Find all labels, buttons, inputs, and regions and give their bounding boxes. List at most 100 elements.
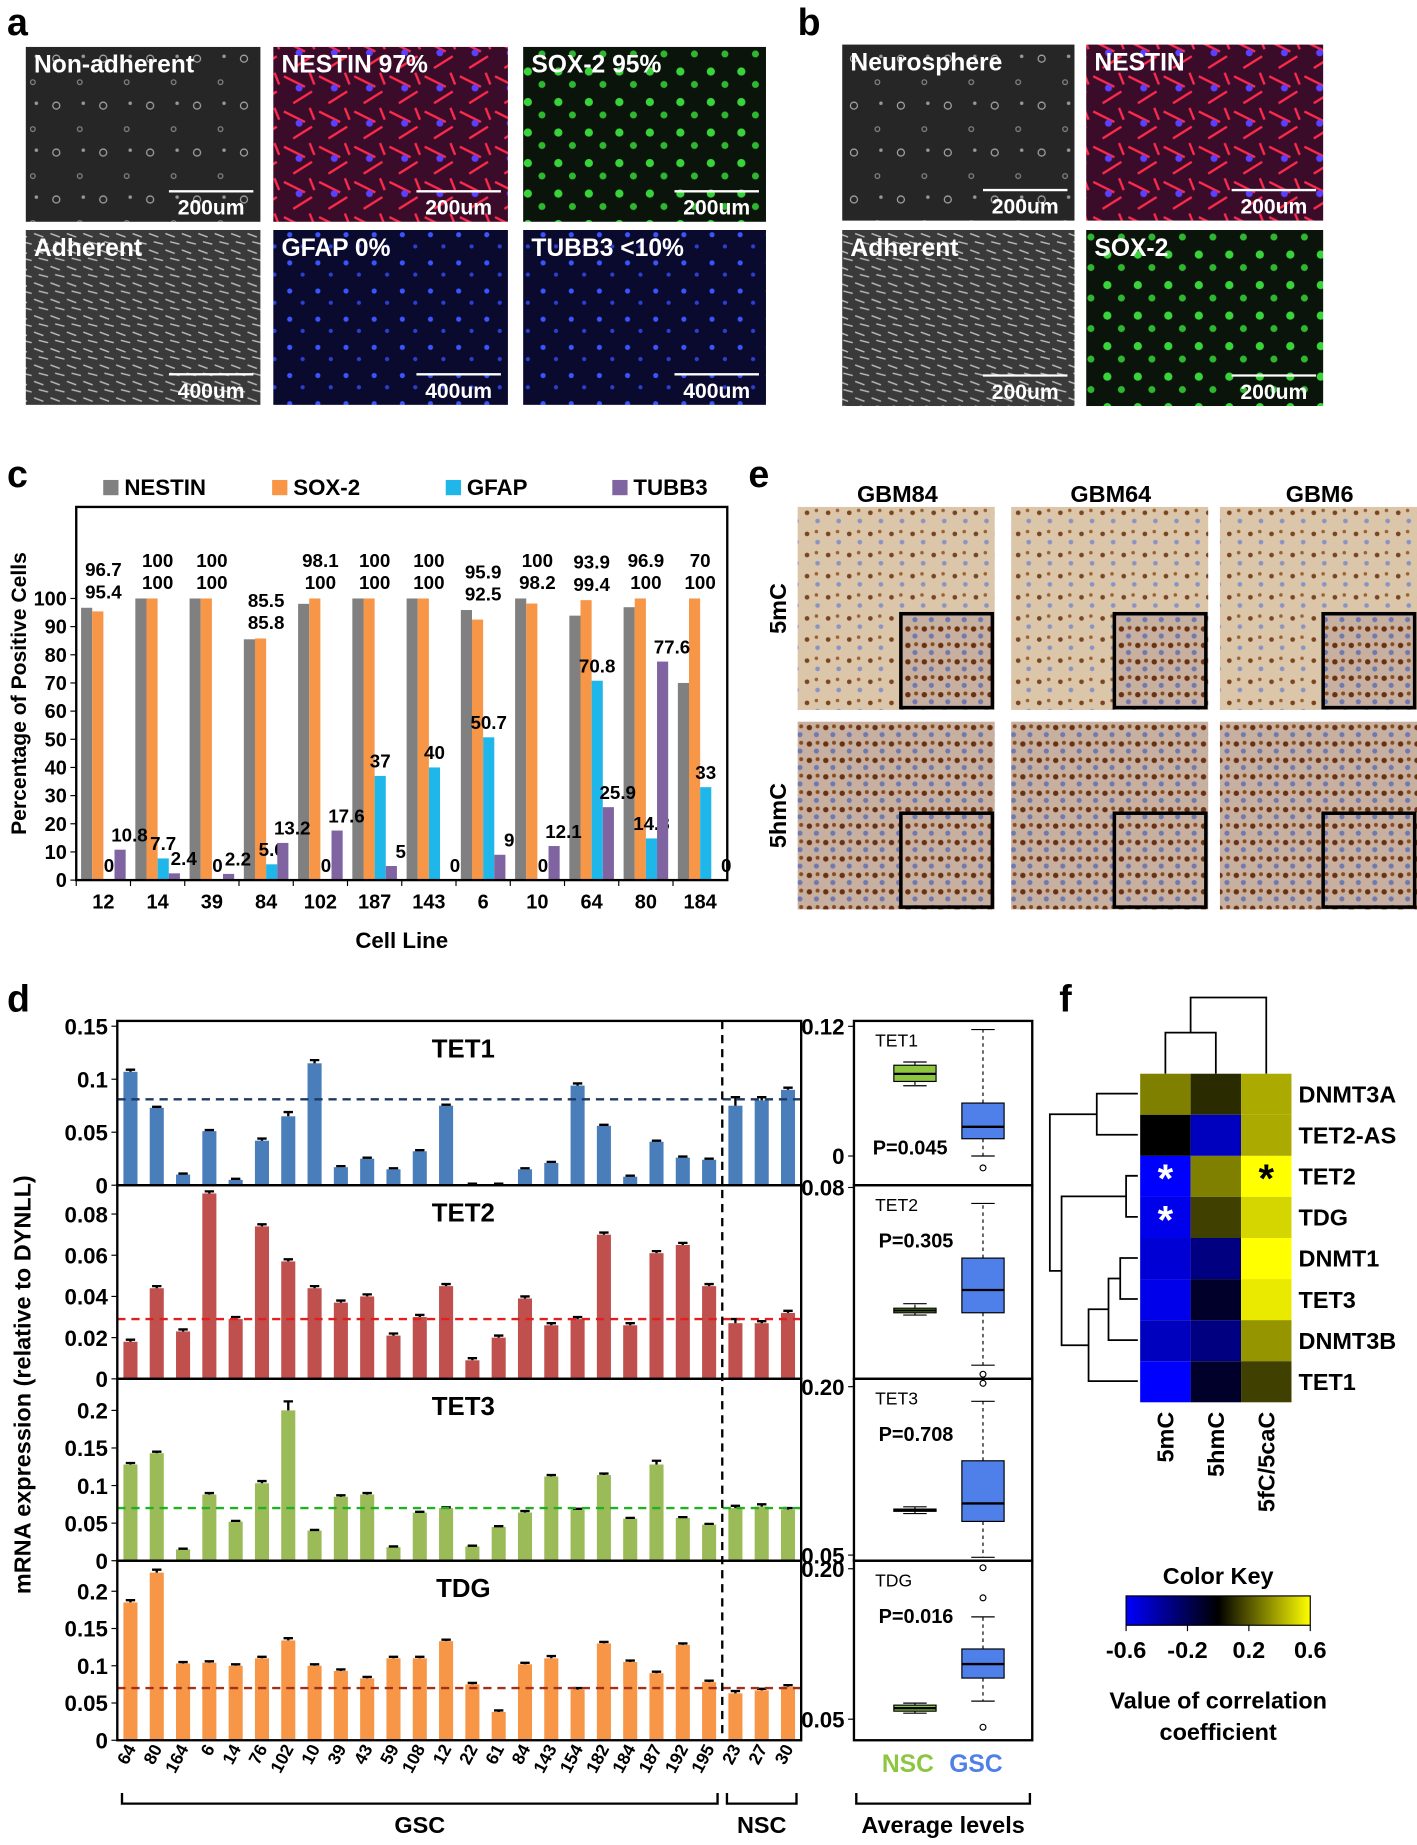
- data-label: 70: [690, 550, 711, 571]
- bar: [623, 607, 635, 881]
- error-bar: [757, 1096, 767, 1101]
- data-label: 17.6: [328, 805, 365, 826]
- heatmap-cell: [1140, 1155, 1191, 1197]
- bar: [412, 1512, 427, 1561]
- bar: [149, 1572, 164, 1741]
- y-tick-label: 0.05: [801, 1707, 844, 1732]
- x-tick-label: 143: [412, 891, 445, 913]
- box-group-label: GSC: [949, 1751, 1003, 1778]
- heatmap-cell: [1241, 1114, 1292, 1156]
- bar: [702, 1682, 717, 1741]
- x-tick-label: 23: [718, 1741, 745, 1768]
- data-label: 93.9: [573, 551, 610, 572]
- inset-box: [1321, 811, 1417, 909]
- x-tick-label: 164: [161, 1741, 193, 1776]
- y-tick-label: 0.2: [77, 1399, 108, 1424]
- error-bar: [520, 1661, 530, 1665]
- y-tick-label: 0: [832, 1144, 844, 1169]
- y-tick-label: 0.06: [65, 1243, 108, 1268]
- group-label: Average levels: [861, 1812, 1024, 1838]
- bar: [360, 1678, 375, 1741]
- x-axis-label: Cell Line: [355, 928, 448, 953]
- data-label: 40: [424, 742, 445, 763]
- row-label: DNMT1: [1299, 1246, 1380, 1272]
- heatmap-cell: [1140, 1073, 1191, 1115]
- bar: [675, 1157, 690, 1186]
- error-bar: [415, 1313, 425, 1318]
- error-bar: [204, 1190, 215, 1194]
- bar: [386, 1658, 401, 1741]
- image-label: TUBB3 <10%: [531, 235, 684, 262]
- legend-label: TUBB3: [633, 475, 707, 500]
- error-bar: [388, 1545, 399, 1548]
- significance-star: *: [1158, 1198, 1174, 1242]
- box-group-label: NSC: [882, 1751, 934, 1778]
- error-bar: [257, 1655, 267, 1659]
- error-bar: [257, 1479, 267, 1484]
- row-header: 5hmC: [765, 783, 791, 848]
- error-bar: [625, 1174, 635, 1177]
- error-bar: [678, 1155, 688, 1158]
- bar: [439, 1105, 454, 1186]
- bar: [202, 1662, 217, 1741]
- data-label: 100: [196, 550, 227, 571]
- scale-bar-label: 400um: [425, 380, 492, 403]
- data-label: 0: [450, 855, 460, 876]
- legend-swatch: [103, 479, 119, 496]
- error-bar: [257, 1137, 267, 1141]
- bar: [570, 1319, 585, 1379]
- y-tick-label: 70: [45, 673, 67, 695]
- column-header: GBM64: [1070, 481, 1151, 507]
- image-label: NESTIN 97%: [282, 52, 429, 79]
- bar: [515, 598, 527, 881]
- data-label: 95.9: [465, 561, 502, 582]
- image-label: Non-adherent: [34, 52, 194, 79]
- bar: [623, 1662, 638, 1741]
- bar: [157, 858, 169, 881]
- bar: [123, 1341, 138, 1379]
- y-tick-label: 0.02: [65, 1326, 108, 1351]
- bar: [307, 1530, 322, 1561]
- data-label: 98.2: [519, 572, 556, 593]
- error-bar: [204, 1491, 215, 1495]
- data-label: 0: [321, 855, 331, 876]
- bar: [412, 1151, 427, 1186]
- data-label: 33: [695, 762, 716, 783]
- legend-swatch: [272, 479, 288, 496]
- error-bar: [125, 1068, 136, 1072]
- row-label: DNMT3A: [1299, 1081, 1397, 1107]
- error-bar: [467, 1681, 478, 1685]
- bar: [634, 598, 646, 881]
- bar: [645, 838, 658, 881]
- bar: [385, 866, 397, 881]
- bar: [307, 1665, 322, 1741]
- panel-label: e: [748, 453, 769, 495]
- p-value: P=0.045: [873, 1138, 948, 1160]
- bar: [92, 611, 104, 881]
- error-bar: [599, 1123, 609, 1126]
- bar: [728, 1508, 743, 1561]
- bar: [702, 1159, 717, 1186]
- heatmap-cell: [1190, 1155, 1242, 1197]
- error-bar: [678, 1515, 688, 1519]
- p-value: P=0.016: [879, 1606, 954, 1628]
- outlier: [979, 1370, 987, 1378]
- bar: [123, 1071, 138, 1186]
- significance-star: *: [1259, 1157, 1275, 1201]
- y-tick-label: 0.05: [801, 1543, 844, 1568]
- error-bar: [204, 1128, 215, 1132]
- y-tick-label: 20: [45, 814, 67, 836]
- y-axis-label: Percentage of Positive Cells: [8, 552, 31, 835]
- data-label: 70.8: [579, 655, 616, 676]
- error-bar: [230, 1519, 241, 1523]
- x-tick-label: 39: [201, 891, 223, 913]
- bar: [517, 1664, 533, 1741]
- error-bar: [152, 1450, 162, 1454]
- legend-label: NESTIN: [124, 475, 206, 500]
- bar: [570, 1509, 585, 1561]
- heatmap-cell: [1241, 1279, 1292, 1321]
- x-tick-label: 182: [582, 1741, 614, 1776]
- heatmap-cell: [1190, 1073, 1242, 1115]
- p-value: P=0.708: [879, 1424, 954, 1446]
- bar: [281, 1640, 296, 1741]
